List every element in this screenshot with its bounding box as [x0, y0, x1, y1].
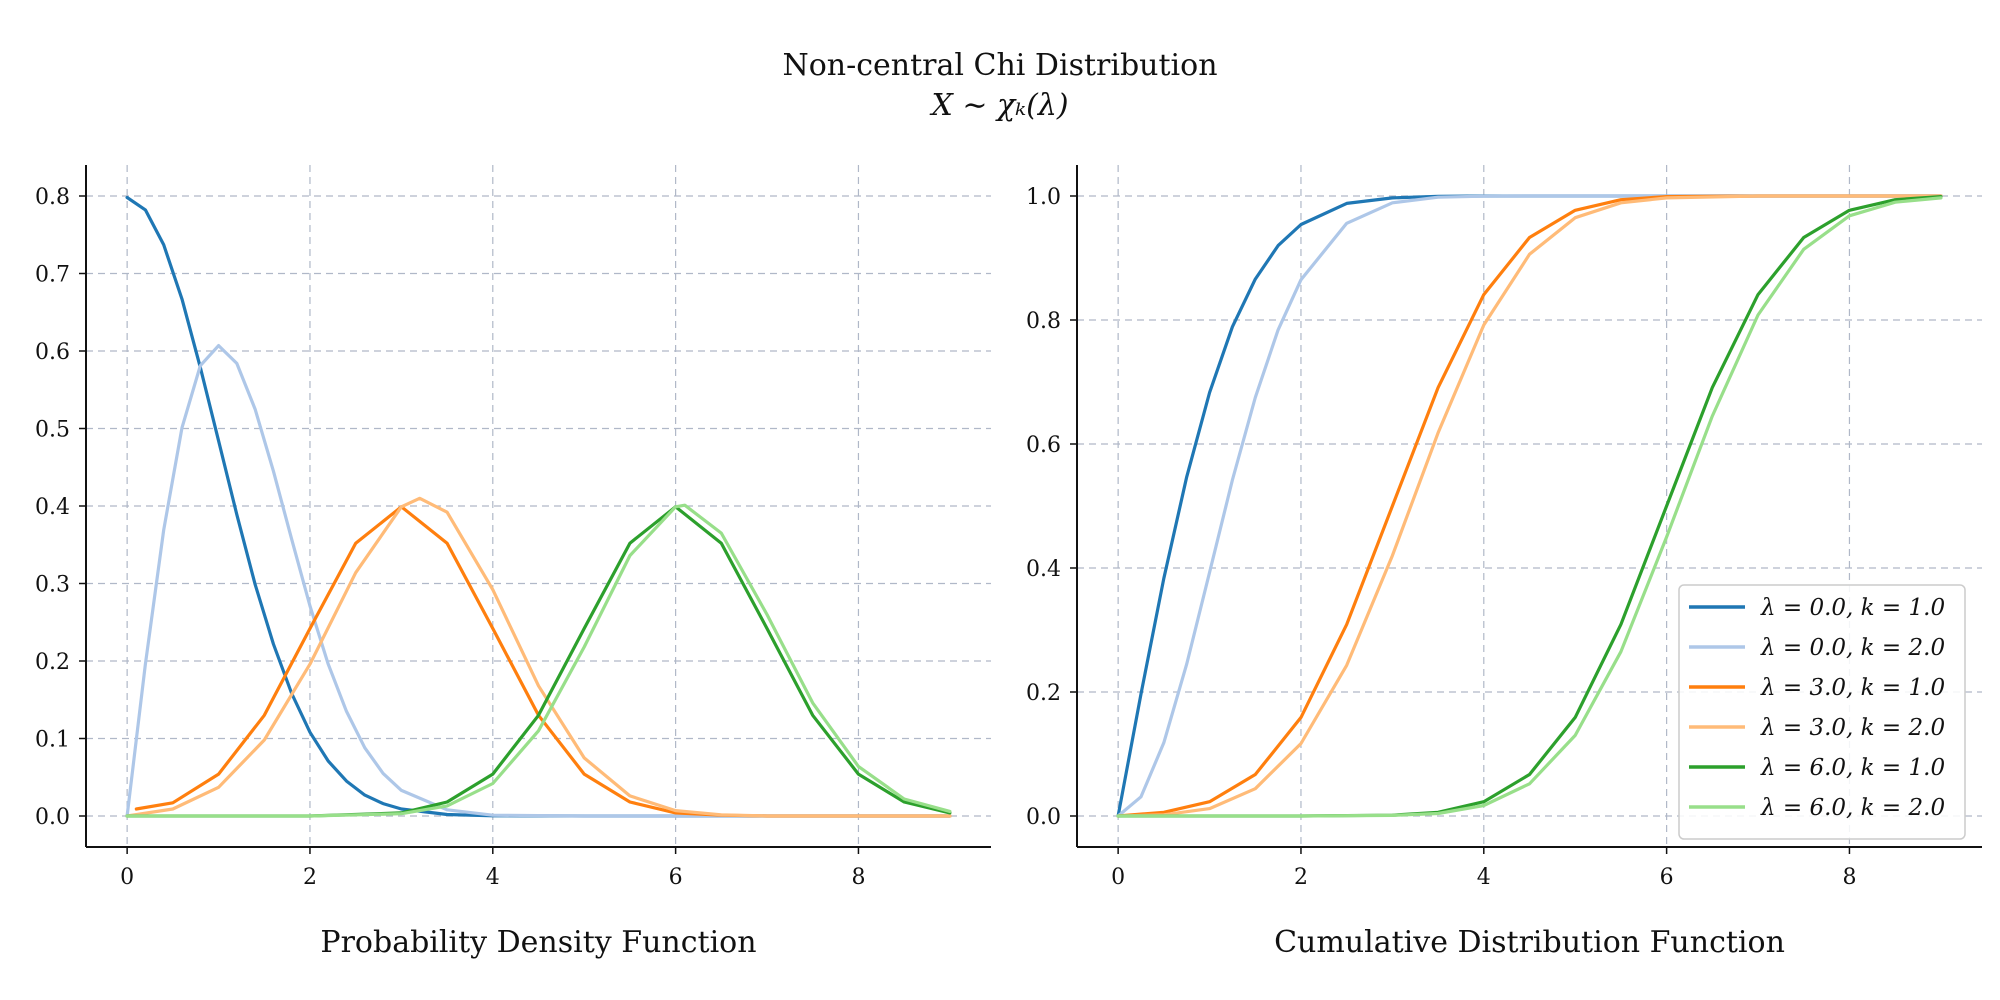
- x-tick-label: 0: [1111, 865, 1125, 890]
- legend-label: λ = 0.0, k = 1.0: [1760, 595, 1945, 621]
- y-tick-label: 0.2: [35, 650, 70, 675]
- series-line-2: [1116, 194, 1943, 818]
- legend: λ = 0.0, k = 1.0 λ = 0.0, k = 2.0 λ = 3.0,…: [1678, 584, 1966, 840]
- x-tick-label: 6: [669, 865, 683, 890]
- series-line-5: [1116, 196, 1943, 818]
- y-tick-label: 0.5: [35, 418, 70, 443]
- series-line-5: [125, 503, 952, 818]
- legend-label: λ = 3.0, k = 1.0: [1760, 675, 1945, 701]
- series-line-0: [125, 195, 952, 818]
- legend-label: λ = 6.0, k = 2.0: [1760, 795, 1945, 821]
- y-tick-label: 0.2: [1026, 681, 1061, 706]
- x-tick-label: 4: [1477, 865, 1491, 890]
- x-tick-label: 4: [486, 865, 500, 890]
- series-line-3: [1116, 194, 1943, 818]
- y-tick-label: 0.6: [1026, 433, 1061, 458]
- series-line-3: [125, 496, 952, 818]
- cdf-panel: 0 2 4 6 8 0.0 0.2 0.4 0.6 0.8 1.0 Cumulative Distri…: [1026, 165, 1982, 960]
- legend-frame: [1678, 584, 1966, 840]
- y-tick-label: 0.4: [1026, 557, 1061, 582]
- x-tick-label: 8: [851, 865, 865, 890]
- y-tick-label: 0.0: [35, 805, 70, 830]
- y-tick-label: 0.0: [1026, 805, 1061, 830]
- x-tick-label: 2: [303, 865, 317, 890]
- y-tick-label: 0.7: [35, 263, 70, 288]
- x-axis-label: Probability Density Function: [320, 925, 756, 960]
- y-tick-label: 0.1: [35, 728, 70, 753]
- pdf-panel: 0 2 4 6 8 0.0 0.1 0.2 0.3 0.4 0.5 0.6 0.7 0.8 Probabil…: [35, 165, 991, 960]
- x-tick-label: 8: [1842, 865, 1856, 890]
- y-tick-label: 0.6: [35, 340, 70, 365]
- figure-subtitle: X ∼ χₖ(λ): [931, 88, 1069, 123]
- y-tick-label: 0.8: [1026, 309, 1061, 334]
- series-line-4: [125, 505, 952, 818]
- legend-label: λ = 3.0, k = 2.0: [1760, 715, 1945, 741]
- x-tick-label: 2: [1294, 865, 1308, 890]
- series-line-1: [1116, 194, 1943, 818]
- y-tick-label: 0.8: [35, 185, 70, 210]
- series-line-1: [125, 344, 952, 818]
- x-tick-label: 6: [1660, 865, 1674, 890]
- legend-label: λ = 0.0, k = 2.0: [1760, 635, 1945, 661]
- y-tick-label: 0.4: [35, 495, 70, 520]
- x-axis-label: Cumulative Distribution Function: [1274, 925, 1785, 960]
- y-tick-label: 1.0: [1026, 185, 1061, 210]
- legend-label: λ = 6.0, k = 1.0: [1760, 755, 1945, 781]
- figure-title: Non-central Chi Distribution: [782, 48, 1218, 83]
- y-tick-label: 0.3: [35, 573, 70, 598]
- x-tick-label: 0: [120, 865, 134, 890]
